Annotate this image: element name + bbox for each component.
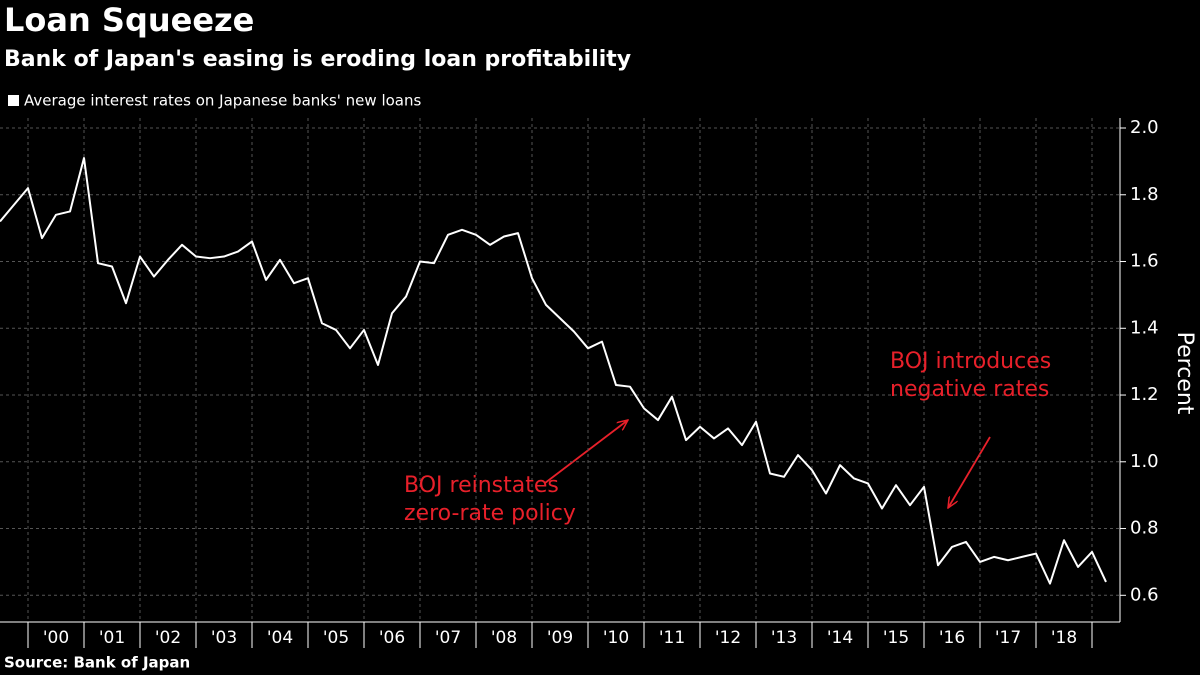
x-tick-label: '18 [1051, 628, 1077, 648]
annotation-arrow [544, 420, 628, 484]
x-tick-label: '00 [43, 628, 69, 648]
legend-label: Average interest rates on Japanese banks… [24, 92, 421, 110]
annotation-arrow [948, 436, 991, 508]
x-tick-label: '15 [883, 628, 909, 648]
y-tick-label: 1.4 [1130, 317, 1159, 338]
chart-subtitle: Bank of Japan's easing is eroding loan p… [4, 47, 631, 72]
y-tick-label: 0.6 [1130, 584, 1159, 605]
y-tick-label: 1.2 [1130, 384, 1159, 405]
x-tick-label: '07 [435, 628, 461, 648]
chart-title: Loan Squeeze [4, 1, 254, 39]
annotation: zero-rate policy [404, 501, 576, 526]
x-tick-label: '14 [827, 628, 853, 648]
x-tick-label: '10 [603, 628, 629, 648]
x-tick-label: '09 [547, 628, 573, 648]
legend-swatch [8, 95, 19, 106]
annotation: BOJ reinstates [404, 473, 559, 498]
x-tick-label: '13 [771, 628, 797, 648]
x-tick-label: '03 [211, 628, 237, 648]
y-tick-label: 1.0 [1130, 451, 1159, 472]
x-tick-label: '08 [491, 628, 517, 648]
annotation: BOJ introduces [890, 349, 1051, 374]
x-tick-label: '01 [99, 628, 125, 648]
annotation: negative rates [890, 377, 1049, 402]
x-tick-label: '17 [995, 628, 1021, 648]
x-tick-label: '02 [155, 628, 181, 648]
source: Source: Bank of Japan [4, 654, 190, 672]
x-tick-label: '12 [715, 628, 741, 648]
y-axis-label: Percent [1172, 332, 1197, 415]
y-tick-label: 1.6 [1130, 251, 1159, 272]
x-tick-label: '11 [659, 628, 685, 648]
x-tick-label: '16 [939, 628, 965, 648]
y-tick-label: 0.8 [1130, 518, 1159, 539]
x-tick-label: '04 [267, 628, 293, 648]
data-line [0, 157, 1107, 585]
y-tick-label: 2.0 [1130, 117, 1159, 138]
x-tick-label: '06 [379, 628, 405, 648]
x-tick-label: '05 [323, 628, 349, 648]
y-tick-label: 1.8 [1130, 184, 1159, 205]
